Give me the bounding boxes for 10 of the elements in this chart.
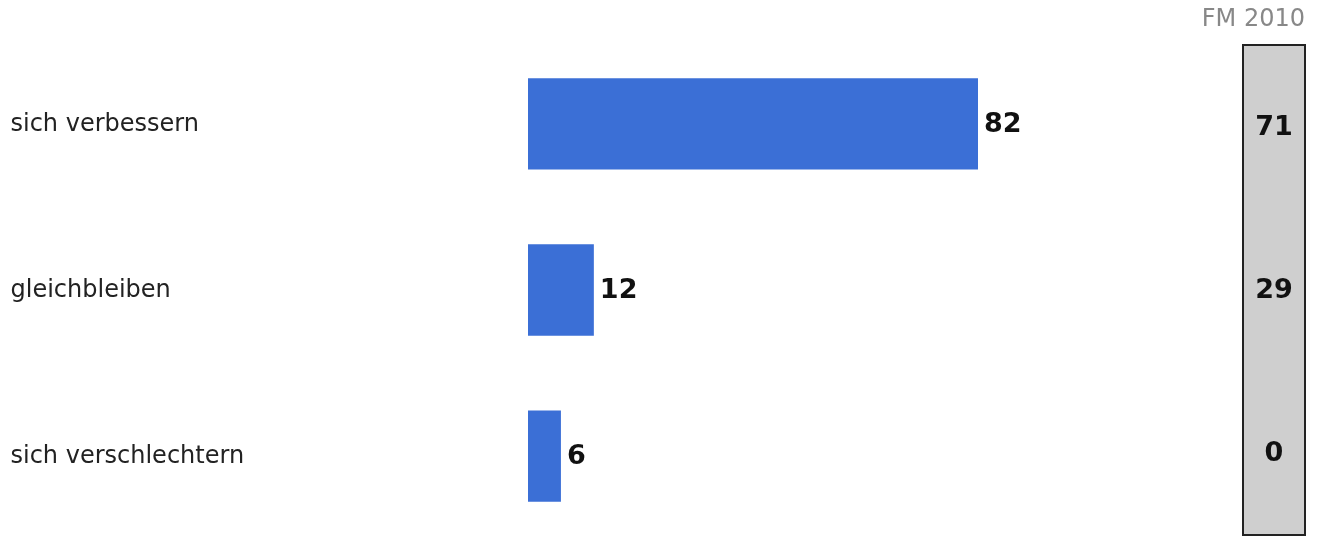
data-label: 71: [1255, 109, 1293, 141]
y-tick-label: gleichbleiben: [10, 275, 171, 303]
data-label: 29: [1255, 273, 1293, 304]
y-tick-label: sich verschlechtern: [10, 441, 245, 470]
text: FM 2010: [1201, 4, 1305, 32]
data-label: 12: [599, 273, 638, 304]
y-tick-label: sich verbessern: [10, 108, 199, 137]
data-label: 82: [984, 106, 1022, 138]
data-label: 0: [1264, 436, 1284, 468]
data-label: 6: [566, 439, 586, 471]
